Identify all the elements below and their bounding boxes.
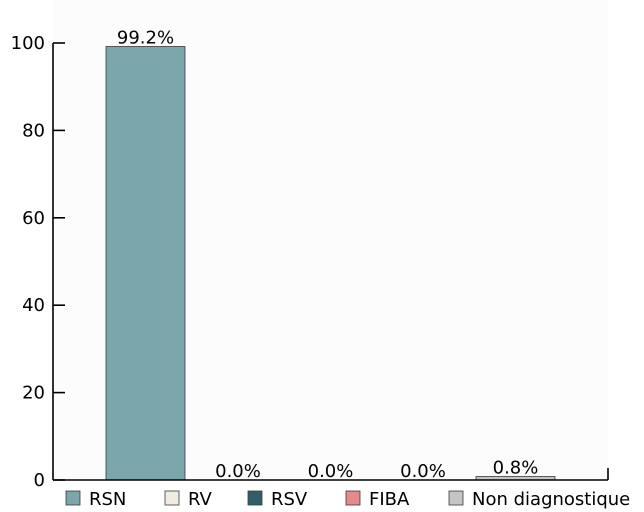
y-tick-label-60: 60: [22, 208, 45, 229]
y-tick-label-20: 20: [22, 383, 45, 404]
y-tick-label-100: 100: [11, 33, 45, 54]
data-label-fiba: 0.0%: [400, 461, 446, 482]
bars-layer: [105, 46, 556, 481]
legend-label-rv: RV: [188, 489, 213, 510]
bar-rsn: [105, 46, 186, 481]
data-label-non-diagnostique: 0.8%: [493, 458, 539, 479]
legend-swatch-non-diagnostique: [448, 490, 464, 506]
axes-layer: 0 20 40 60 80 100: [11, 33, 609, 491]
legend-swatch-fiba: [345, 490, 361, 506]
y-tick-label-80: 80: [22, 120, 45, 141]
data-label-rsn: 99.2%: [117, 27, 174, 48]
legend-label-rsn: RSN: [89, 489, 126, 510]
legend-swatch-rv: [164, 490, 180, 506]
data-label-rv: 0.0%: [215, 461, 261, 482]
legend-label-rsv: RSV: [271, 489, 308, 510]
legend-swatch-rsn: [65, 490, 81, 506]
legend: RSN RV RSV FIBA Non diagnostique: [65, 489, 630, 510]
legend-label-non-diagnostique: Non diagnostique: [472, 489, 630, 510]
y-tick-label-40: 40: [22, 295, 45, 316]
legend-label-fiba: FIBA: [369, 489, 410, 510]
y-tick-label-0: 0: [34, 470, 45, 491]
legend-swatch-rsv: [247, 490, 263, 506]
data-labels-layer: 99.2% 0.0% 0.0% 0.0% 0.8%: [117, 27, 538, 482]
data-label-rsv: 0.0%: [308, 461, 354, 482]
